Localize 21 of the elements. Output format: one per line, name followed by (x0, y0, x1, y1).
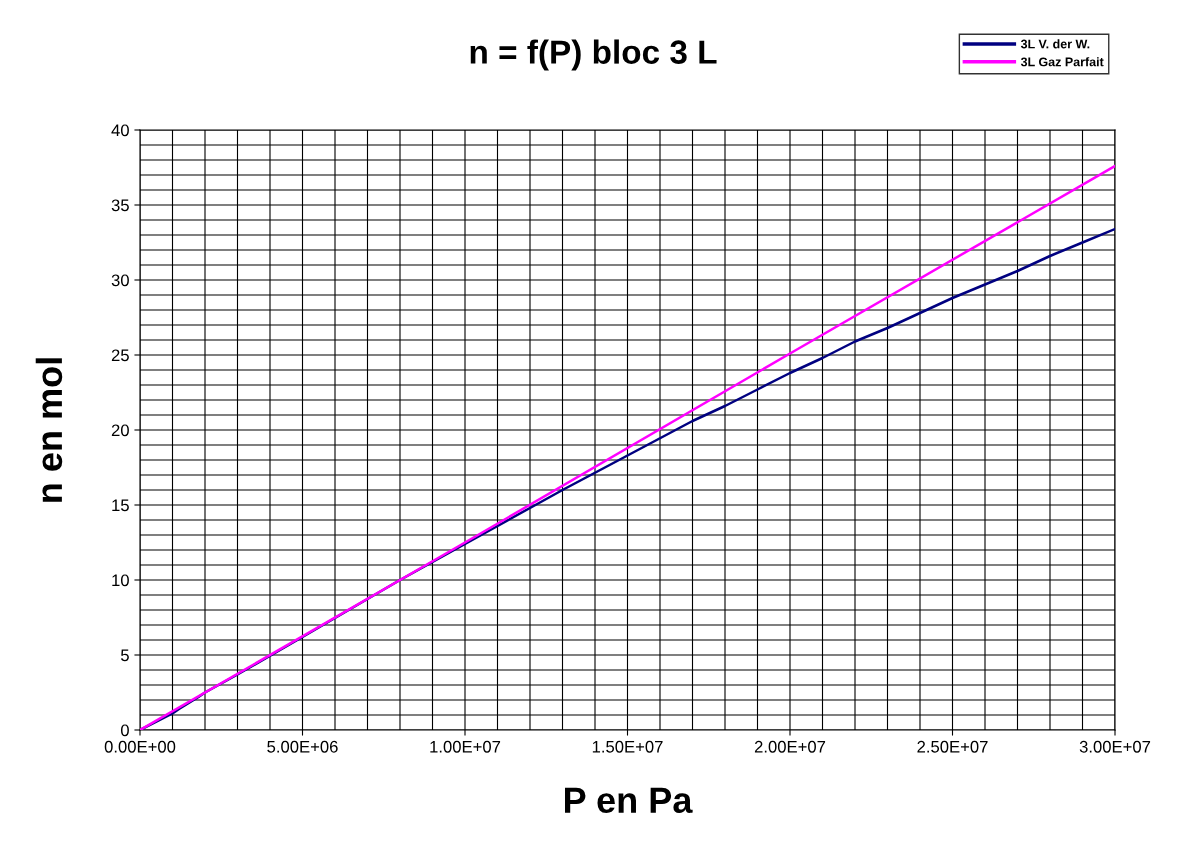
x-tick-label: 5.00E+06 (267, 740, 338, 753)
x-tick-label: 2.00E+07 (754, 740, 826, 753)
y-tick-label: 40 (111, 124, 129, 137)
y-tick-label: 35 (111, 199, 129, 212)
y-tick-label: 20 (111, 424, 129, 437)
y-tick-label: 25 (111, 349, 129, 362)
y-tick-label: 15 (112, 499, 129, 512)
y-tick-label: 5 (120, 649, 129, 662)
legend-label: 3L V. der W. (1020, 39, 1090, 49)
x-tick-label: 0.00E+00 (104, 740, 176, 753)
legend-label: 3L Gaz Parfait (1020, 57, 1104, 67)
chart-title: n = f(P) bloc 3 L (470, 39, 717, 71)
y-tick-label: 10 (112, 574, 129, 587)
x-tick-label: 1.50E+07 (592, 740, 663, 753)
y-axis-title: n en mol (35, 358, 63, 502)
x-axis-title: P en Pa (565, 787, 693, 814)
x-tick-label: 3.00E+07 (1079, 740, 1151, 753)
x-tick-label: 1.00E+07 (430, 740, 501, 753)
y-tick-label: 0 (120, 724, 129, 737)
x-tick-label: 2.50E+07 (917, 740, 988, 753)
y-tick-label: 30 (111, 274, 129, 287)
